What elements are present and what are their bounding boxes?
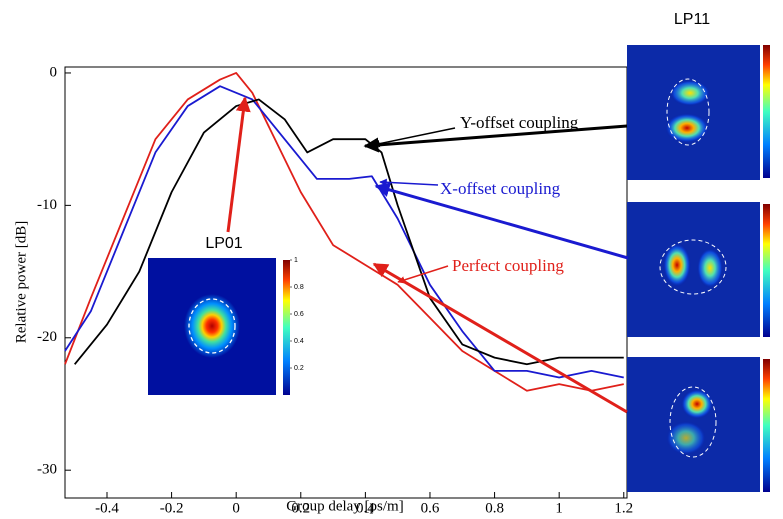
annotation: X-offset coupling — [440, 179, 561, 198]
colorbar-tick-label: 0.4 — [294, 338, 304, 345]
y-tick-label: 0 — [50, 64, 58, 80]
y-tick-label: -30 — [37, 462, 57, 478]
lp01-inset — [148, 258, 290, 395]
y-axis-label: Relative power [dB] — [13, 221, 29, 343]
x-tick-label: 1 — [555, 500, 563, 516]
colorbar-tick-label: 0.2 — [294, 365, 304, 372]
colorbar-ticks: 0.2 0.4 0.6 0.8 1 — [290, 257, 304, 372]
y-tick-label: -20 — [37, 329, 57, 345]
x-axis-label: Group delay [ps/m] — [286, 498, 403, 514]
arrows — [226, 96, 629, 414]
x-tick-label: 0.4 — [356, 500, 375, 516]
annotation: Y-offset coupling — [460, 113, 579, 132]
series-line — [73, 98, 624, 366]
x-tick-label: 0.2 — [291, 500, 310, 516]
plot-area: -0.4 -0.2 0 0.2 0.4 0.6 0.8 1 1.2 0 -10 -20 -30 — [37, 64, 633, 516]
x-tick-label: 0.6 — [421, 500, 440, 516]
x-tick-label: -0.4 — [95, 500, 119, 516]
x-tick-label: 1.2 — [614, 500, 633, 516]
x-tick-label: 0 — [232, 500, 240, 516]
x-tick-label: -0.2 — [160, 500, 184, 516]
series-line — [64, 72, 624, 392]
colorbar-tick-label: 0.6 — [294, 311, 304, 318]
x-tick-label: 0.8 — [485, 500, 504, 516]
colorbar-tick-label: 0.8 — [294, 284, 304, 291]
annotation: Perfect coupling — [452, 256, 564, 275]
lp11-insets — [627, 45, 770, 492]
colorbar-tick-label: 1 — [294, 257, 298, 264]
annotation: LP11 — [674, 11, 710, 28]
annotation: LP01 — [205, 235, 242, 252]
series-line — [64, 85, 624, 379]
y-tick-label: -10 — [37, 197, 57, 213]
